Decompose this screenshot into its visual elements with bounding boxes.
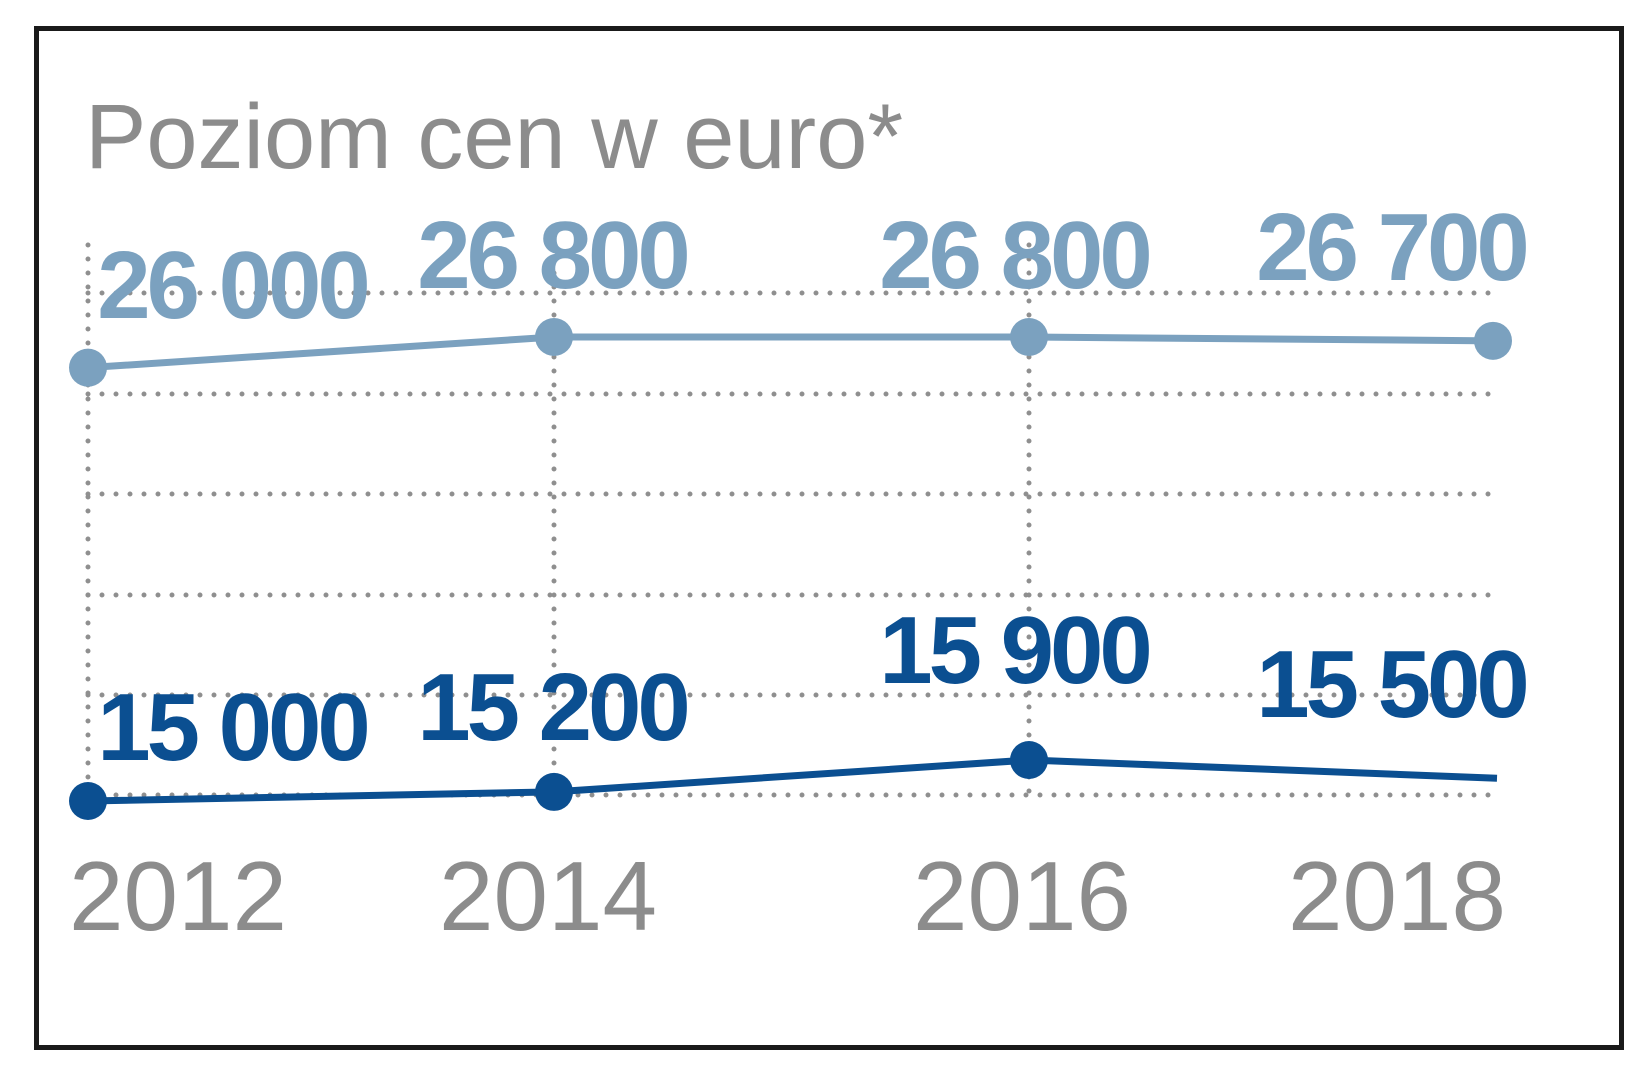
data-label: 15 200 [417, 654, 687, 761]
data-point-marker [535, 772, 573, 811]
x-tick-label: 2012 [69, 841, 287, 951]
data-point-marker [1010, 318, 1048, 356]
data-label: 26 000 [97, 232, 367, 339]
data-point-marker [69, 782, 107, 820]
series-line-2 [87, 756, 1498, 805]
x-tick-label: 2016 [913, 841, 1131, 951]
grid [85, 242, 1498, 803]
chart-title: Poziom cen w euro* [85, 86, 903, 188]
data-label: 26 700 [1256, 194, 1526, 301]
x-tick-label: 2018 [1288, 841, 1506, 951]
series-line-1 [87, 333, 1494, 372]
data-labels: 26 000 26 800 26 800 26 700 15 000 15 200 15 9… [97, 194, 1530, 781]
data-point-marker [1010, 741, 1048, 779]
series-layer [69, 318, 1512, 820]
data-label: 15 500 [1256, 631, 1526, 738]
data-label: 26 800 [417, 202, 687, 309]
x-axis-ticks: 2012 2014 2016 2018 [69, 841, 1506, 951]
data-label: 15 000 [97, 674, 367, 781]
data-label: 26 800 [879, 202, 1149, 309]
x-tick-label: 2014 [439, 841, 657, 951]
data-point-marker [535, 318, 573, 356]
data-point-marker [1474, 321, 1512, 360]
data-point-marker [69, 348, 107, 387]
data-label: 15 900 [879, 597, 1149, 704]
chart-frame [34, 26, 1624, 1050]
